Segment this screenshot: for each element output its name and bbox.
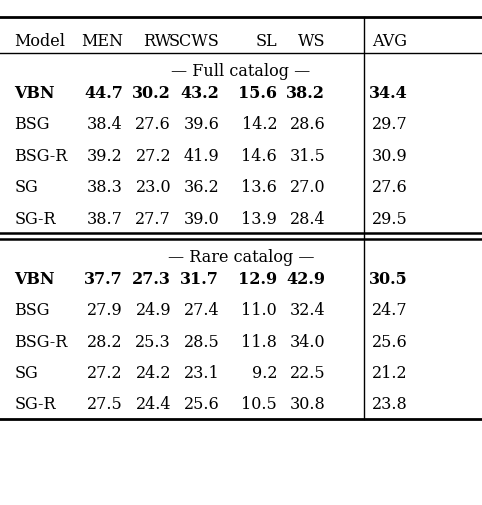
Text: 27.6: 27.6 [372, 179, 407, 196]
Text: 23.0: 23.0 [135, 179, 171, 196]
Text: 42.9: 42.9 [286, 270, 325, 287]
Text: 24.2: 24.2 [135, 364, 171, 381]
Text: 32.4: 32.4 [290, 301, 325, 319]
Text: 28.4: 28.4 [290, 210, 325, 227]
Text: 29.5: 29.5 [372, 210, 407, 227]
Text: 30.9: 30.9 [372, 147, 407, 165]
Text: SG: SG [14, 364, 38, 381]
Text: 14.6: 14.6 [241, 147, 277, 165]
Text: 31.7: 31.7 [180, 270, 219, 287]
Text: 39.2: 39.2 [87, 147, 123, 165]
Text: 24.7: 24.7 [372, 301, 407, 319]
Text: 22.5: 22.5 [290, 364, 325, 381]
Text: 38.7: 38.7 [87, 210, 123, 227]
Text: MEN: MEN [81, 33, 123, 50]
Text: 38.3: 38.3 [87, 179, 123, 196]
Text: 38.4: 38.4 [87, 116, 123, 133]
Text: AVG: AVG [372, 33, 407, 50]
Text: 24.9: 24.9 [135, 301, 171, 319]
Text: 12.9: 12.9 [238, 270, 277, 287]
Text: 25.6: 25.6 [184, 395, 219, 413]
Text: 24.4: 24.4 [135, 395, 171, 413]
Text: 30.5: 30.5 [369, 270, 407, 287]
Text: 37.7: 37.7 [84, 270, 123, 287]
Text: 36.2: 36.2 [184, 179, 219, 196]
Text: 27.2: 27.2 [135, 147, 171, 165]
Text: BSG-R: BSG-R [14, 147, 68, 165]
Text: 25.6: 25.6 [372, 333, 407, 350]
Text: 13.6: 13.6 [241, 179, 277, 196]
Text: 39.0: 39.0 [184, 210, 219, 227]
Text: 34.4: 34.4 [369, 85, 407, 102]
Text: 30.2: 30.2 [132, 85, 171, 102]
Text: 27.4: 27.4 [184, 301, 219, 319]
Text: 23.8: 23.8 [372, 395, 407, 413]
Text: 31.5: 31.5 [290, 147, 325, 165]
Text: 27.3: 27.3 [132, 270, 171, 287]
Text: 21.2: 21.2 [372, 364, 407, 381]
Text: 28.5: 28.5 [184, 333, 219, 350]
Text: 27.5: 27.5 [87, 395, 123, 413]
Text: 11.0: 11.0 [241, 301, 277, 319]
Text: 27.2: 27.2 [87, 364, 123, 381]
Text: Model: Model [14, 33, 66, 50]
Text: 14.2: 14.2 [241, 116, 277, 133]
Text: 11.8: 11.8 [241, 333, 277, 350]
Text: SG-R: SG-R [14, 210, 56, 227]
Text: 30.8: 30.8 [290, 395, 325, 413]
Text: SG-R: SG-R [14, 395, 56, 413]
Text: 10.5: 10.5 [241, 395, 277, 413]
Text: 27.7: 27.7 [135, 210, 171, 227]
Text: 13.9: 13.9 [241, 210, 277, 227]
Text: — Full catalog —: — Full catalog — [172, 63, 310, 80]
Text: 41.9: 41.9 [184, 147, 219, 165]
Text: RW: RW [143, 33, 171, 50]
Text: 28.2: 28.2 [87, 333, 123, 350]
Text: 43.2: 43.2 [180, 85, 219, 102]
Text: 15.6: 15.6 [238, 85, 277, 102]
Text: 27.0: 27.0 [290, 179, 325, 196]
Text: 27.6: 27.6 [135, 116, 171, 133]
Text: VBN: VBN [14, 85, 55, 102]
Text: 25.3: 25.3 [135, 333, 171, 350]
Text: 29.7: 29.7 [372, 116, 407, 133]
Text: — Rare catalog —: — Rare catalog — [168, 248, 314, 266]
Text: 27.9: 27.9 [87, 301, 123, 319]
Text: 34.0: 34.0 [290, 333, 325, 350]
Text: SCWS: SCWS [169, 33, 219, 50]
Text: 44.7: 44.7 [84, 85, 123, 102]
Text: 23.1: 23.1 [184, 364, 219, 381]
Text: 39.6: 39.6 [184, 116, 219, 133]
Text: 28.6: 28.6 [290, 116, 325, 133]
Text: BSG: BSG [14, 116, 50, 133]
Text: 9.2: 9.2 [252, 364, 277, 381]
Text: VBN: VBN [14, 270, 55, 287]
Text: SG: SG [14, 179, 38, 196]
Text: 38.2: 38.2 [286, 85, 325, 102]
Text: SL: SL [255, 33, 277, 50]
Text: BSG: BSG [14, 301, 50, 319]
Text: BSG-R: BSG-R [14, 333, 68, 350]
Text: WS: WS [298, 33, 325, 50]
